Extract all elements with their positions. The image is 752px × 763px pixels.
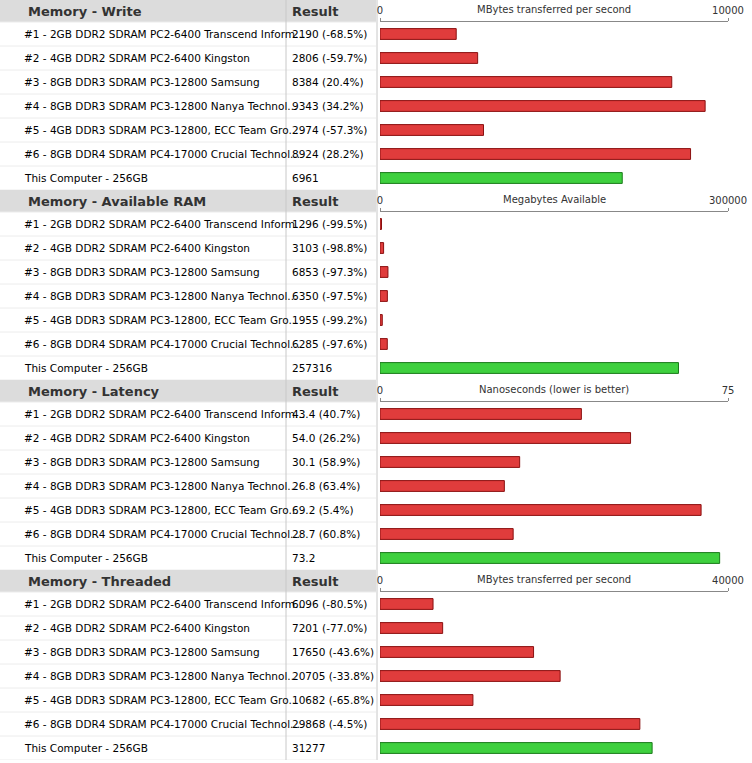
- svg-text:#3 - 8GB DDR3 SDRAM PC3-12800: #3 - 8GB DDR3 SDRAM PC3-12800 Samsung: [24, 456, 260, 468]
- svg-text:This Computer - 256GB: This Computer - 256GB: [24, 552, 148, 564]
- svg-text:#6 - 8GB DDR4 SDRAM PC4-17000: #6 - 8GB DDR4 SDRAM PC4-17000 Crucial Te…: [24, 338, 300, 350]
- svg-text:#3 - 8GB DDR3 SDRAM PC3-12800: #3 - 8GB DDR3 SDRAM PC3-12800 Samsung: [24, 266, 260, 278]
- svg-text:#1 - 2GB DDR2 SDRAM PC2-6400 T: #1 - 2GB DDR2 SDRAM PC2-6400 Transcend I…: [24, 408, 305, 420]
- svg-text:Memory - Write: Memory - Write: [28, 4, 142, 19]
- svg-text:MBytes transferred per second: MBytes transferred per second: [477, 574, 631, 585]
- svg-text:#4 - 8GB DDR3 SDRAM PC3-12800: #4 - 8GB DDR3 SDRAM PC3-12800 Nanya Tech…: [24, 290, 297, 302]
- svg-text:17650 (-43.6%): 17650 (-43.6%): [292, 646, 374, 658]
- svg-text:40000: 40000: [712, 575, 744, 586]
- svg-text:8924 (28.2%): 8924 (28.2%): [292, 148, 364, 160]
- svg-text:257316: 257316: [292, 362, 332, 374]
- svg-text:#1 - 2GB DDR2 SDRAM PC2-6400 T: #1 - 2GB DDR2 SDRAM PC2-6400 Transcend I…: [24, 598, 305, 610]
- svg-text:#2 - 4GB DDR2 SDRAM PC2-6400 K: #2 - 4GB DDR2 SDRAM PC2-6400 Kingston: [24, 432, 250, 444]
- svg-text:#6 - 8GB DDR4 SDRAM PC4-17000: #6 - 8GB DDR4 SDRAM PC4-17000 Crucial Te…: [24, 148, 300, 160]
- svg-text:#5 - 4GB DDR3 SDRAM PC3-12800,: #5 - 4GB DDR3 SDRAM PC3-12800, ECC Team …: [24, 694, 298, 706]
- svg-text:#2 - 4GB DDR2 SDRAM PC2-6400 K: #2 - 4GB DDR2 SDRAM PC2-6400 Kingston: [24, 52, 250, 64]
- svg-text:28.7 (60.8%): 28.7 (60.8%): [292, 528, 360, 540]
- svg-text:#5 - 4GB DDR3 SDRAM PC3-12800,: #5 - 4GB DDR3 SDRAM PC3-12800, ECC Team …: [24, 124, 298, 136]
- svg-text:6961: 6961: [292, 172, 319, 184]
- svg-text:29868 (-4.5%): 29868 (-4.5%): [292, 718, 367, 730]
- svg-text:#2 - 4GB DDR2 SDRAM PC2-6400 K: #2 - 4GB DDR2 SDRAM PC2-6400 Kingston: [24, 622, 250, 634]
- svg-text:#6 - 8GB DDR4 SDRAM PC4-17000: #6 - 8GB DDR4 SDRAM PC4-17000 Crucial Te…: [24, 528, 300, 540]
- svg-text:This Computer - 256GB: This Computer - 256GB: [24, 172, 148, 184]
- svg-text:Result: Result: [292, 194, 339, 209]
- svg-text:#4 - 8GB DDR3 SDRAM PC3-12800: #4 - 8GB DDR3 SDRAM PC3-12800 Nanya Tech…: [24, 670, 297, 682]
- svg-text:69.2 (5.4%): 69.2 (5.4%): [292, 504, 354, 516]
- svg-text:#1 - 2GB DDR2 SDRAM PC2-6400 T: #1 - 2GB DDR2 SDRAM PC2-6400 Transcend I…: [24, 218, 305, 230]
- svg-text:Nanoseconds (lower is better): Nanoseconds (lower is better): [479, 384, 629, 395]
- svg-text:0: 0: [377, 575, 383, 586]
- svg-text:9343 (34.2%): 9343 (34.2%): [292, 100, 364, 112]
- svg-text:0: 0: [377, 5, 383, 16]
- svg-text:#4 - 8GB DDR3 SDRAM PC3-12800: #4 - 8GB DDR3 SDRAM PC3-12800 Nanya Tech…: [24, 480, 297, 492]
- svg-text:300000: 300000: [709, 195, 747, 206]
- svg-text:30.1 (58.9%): 30.1 (58.9%): [292, 456, 360, 468]
- svg-text:#4 - 8GB DDR3 SDRAM PC3-12800: #4 - 8GB DDR3 SDRAM PC3-12800 Nanya Tech…: [24, 100, 297, 112]
- svg-text:#5 - 4GB DDR3 SDRAM PC3-12800,: #5 - 4GB DDR3 SDRAM PC3-12800, ECC Team …: [24, 504, 298, 516]
- svg-text:7201 (-77.0%): 7201 (-77.0%): [292, 622, 367, 634]
- svg-text:10682 (-65.8%): 10682 (-65.8%): [292, 694, 374, 706]
- svg-text:6285 (-97.6%): 6285 (-97.6%): [292, 338, 367, 350]
- svg-text:6350 (-97.5%): 6350 (-97.5%): [292, 290, 367, 302]
- svg-text:54.0 (26.2%): 54.0 (26.2%): [292, 432, 360, 444]
- svg-text:0: 0: [377, 195, 383, 206]
- svg-text:1955 (-99.2%): 1955 (-99.2%): [292, 314, 367, 326]
- svg-text:Result: Result: [292, 574, 339, 589]
- svg-text:20705 (-33.8%): 20705 (-33.8%): [292, 670, 374, 682]
- svg-text:#6 - 8GB DDR4 SDRAM PC4-17000: #6 - 8GB DDR4 SDRAM PC4-17000 Crucial Te…: [24, 718, 300, 730]
- svg-text:Result: Result: [292, 4, 339, 19]
- svg-text:Result: Result: [292, 384, 339, 399]
- svg-text:73.2: 73.2: [292, 552, 315, 564]
- svg-text:Megabytes Available: Megabytes Available: [503, 194, 606, 205]
- svg-text:#3 - 8GB DDR3 SDRAM PC3-12800: #3 - 8GB DDR3 SDRAM PC3-12800 Samsung: [24, 646, 260, 658]
- svg-text:Memory - Latency: Memory - Latency: [28, 384, 160, 399]
- svg-text:This Computer - 256GB: This Computer - 256GB: [24, 362, 148, 374]
- svg-text:31277: 31277: [292, 742, 325, 754]
- svg-text:2974 (-57.3%): 2974 (-57.3%): [292, 124, 367, 136]
- svg-text:#5 - 4GB DDR3 SDRAM PC3-12800,: #5 - 4GB DDR3 SDRAM PC3-12800, ECC Team …: [24, 314, 298, 326]
- svg-text:#2 - 4GB DDR2 SDRAM PC2-6400 K: #2 - 4GB DDR2 SDRAM PC2-6400 Kingston: [24, 242, 250, 254]
- svg-text:3103 (-98.8%): 3103 (-98.8%): [292, 242, 367, 254]
- svg-text:Memory - Threaded: Memory - Threaded: [28, 574, 171, 589]
- svg-text:6096 (-80.5%): 6096 (-80.5%): [292, 598, 367, 610]
- svg-text:75: 75: [722, 385, 735, 396]
- svg-text:26.8 (63.4%): 26.8 (63.4%): [292, 480, 360, 492]
- svg-text:This Computer - 256GB: This Computer - 256GB: [24, 742, 148, 754]
- svg-text:10000: 10000: [712, 5, 744, 16]
- svg-text:1296 (-99.5%): 1296 (-99.5%): [292, 218, 367, 230]
- svg-text:2190 (-68.5%): 2190 (-68.5%): [292, 28, 367, 40]
- svg-text:6853 (-97.3%): 6853 (-97.3%): [292, 266, 367, 278]
- svg-text:#3 - 8GB DDR3 SDRAM PC3-12800: #3 - 8GB DDR3 SDRAM PC3-12800 Samsung: [24, 76, 260, 88]
- svg-text:43.4 (40.7%): 43.4 (40.7%): [292, 408, 360, 420]
- svg-text:#1 - 2GB DDR2 SDRAM PC2-6400 T: #1 - 2GB DDR2 SDRAM PC2-6400 Transcend I…: [24, 28, 305, 40]
- svg-text:8384 (20.4%): 8384 (20.4%): [292, 76, 364, 88]
- svg-text:0: 0: [377, 385, 383, 396]
- svg-text:MBytes transferred per second: MBytes transferred per second: [477, 4, 631, 15]
- svg-text:2806 (-59.7%): 2806 (-59.7%): [292, 52, 367, 64]
- svg-text:Memory - Available RAM: Memory - Available RAM: [28, 194, 206, 209]
